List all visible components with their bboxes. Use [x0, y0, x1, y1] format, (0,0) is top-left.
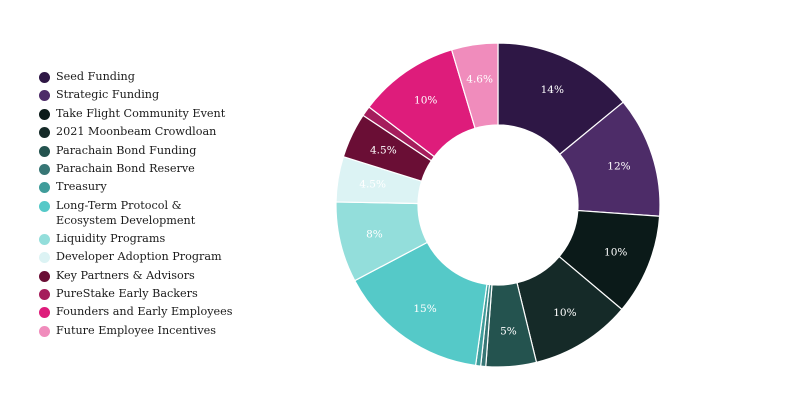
- legend-item[interactable]: Developer Adoption Program: [39, 250, 244, 265]
- donut-slice[interactable]: [450, 42, 499, 130]
- legend-swatch: [39, 307, 50, 319]
- chart-legend: Seed Funding Strategic Funding Take Flight…: [39, 70, 244, 342]
- legend-label: Founders and Early Employees: [56, 305, 233, 319]
- legend-label: Take Flight Community Event: [56, 106, 226, 120]
- slice-data-label: 10%: [553, 307, 576, 319]
- legend-swatch: [39, 108, 50, 120]
- legend-label: Liquidity Programs: [56, 231, 166, 245]
- legend-swatch: [39, 72, 50, 83]
- legend-label: Developer Adoption Program: [56, 250, 222, 264]
- legend-swatch: [39, 182, 50, 194]
- legend-item[interactable]: Future Employee Incentives: [39, 324, 244, 339]
- legend-swatch: [39, 163, 50, 175]
- legend-item[interactable]: Founders and Early Employees: [39, 305, 244, 320]
- slice-data-label: 4.5%: [359, 179, 386, 191]
- legend-swatch: [39, 127, 50, 139]
- legend-item[interactable]: PureStake Early Backers: [39, 287, 244, 302]
- slice-data-label: 4.6%: [466, 73, 493, 85]
- legend-label: Treasury: [56, 180, 107, 194]
- legend-item[interactable]: Strategic Funding: [39, 88, 244, 103]
- legend-item[interactable]: Seed Funding: [39, 70, 244, 85]
- legend-label: Long-Term Protocol & Ecosystem Developme…: [56, 198, 196, 227]
- legend-swatch: [39, 145, 50, 157]
- legend-label: 2021 Moonbeam Crowdloan: [56, 125, 217, 139]
- slice-data-label: 14%: [541, 84, 564, 96]
- legend-swatch: [39, 270, 50, 282]
- legend-item[interactable]: 2021 Moonbeam Crowdloan: [39, 125, 244, 140]
- legend-label: Key Partners & Advisors: [56, 268, 195, 282]
- legend-swatch: [39, 200, 50, 212]
- legend-item[interactable]: Long-Term Protocol & Ecosystem Developme…: [39, 199, 244, 229]
- legend-label: Future Employee Incentives: [56, 323, 217, 337]
- legend-swatch: [39, 289, 50, 301]
- slice-data-label: 8%: [366, 228, 383, 240]
- legend-swatch: [39, 90, 50, 102]
- legend-item[interactable]: Treasury: [39, 180, 244, 195]
- legend-item[interactable]: Parachain Bond Funding: [39, 144, 244, 159]
- legend-swatch: [39, 252, 50, 264]
- slice-data-label: 15%: [413, 303, 436, 315]
- legend-label: Parachain Bond Reserve: [56, 161, 195, 175]
- legend-label: Seed Funding: [56, 70, 135, 83]
- legend-swatch: [39, 233, 50, 245]
- slice-data-label: 4.5%: [370, 144, 397, 156]
- legend-item[interactable]: Take Flight Community Event: [39, 107, 244, 122]
- slice-data-label: 12%: [607, 160, 630, 172]
- legend-item[interactable]: Parachain Bond Reserve: [39, 162, 244, 177]
- legend-label: Parachain Bond Funding: [56, 143, 197, 157]
- slice-data-label: 5%: [500, 326, 517, 338]
- legend-swatch: [39, 325, 50, 337]
- legend-label: PureStake Early Backers: [56, 287, 198, 301]
- legend-item[interactable]: Key Partners & Advisors: [39, 269, 244, 284]
- slice-data-label: 10%: [414, 95, 437, 107]
- slice-data-label: 10%: [604, 247, 627, 259]
- legend-label: Strategic Funding: [56, 88, 160, 102]
- legend-item[interactable]: Liquidity Programs: [39, 232, 244, 247]
